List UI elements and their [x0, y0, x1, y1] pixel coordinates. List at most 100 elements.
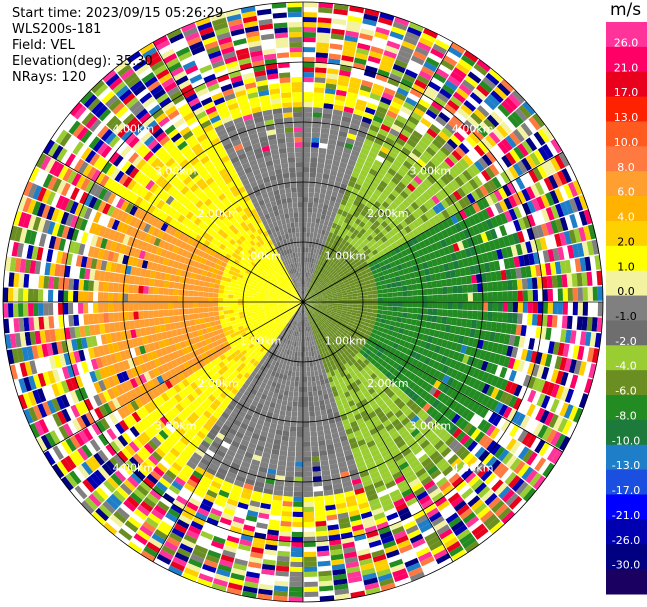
velocity-gate: [297, 406, 303, 412]
velocity-gate: [277, 550, 290, 557]
velocity-gate: [508, 93, 522, 108]
velocity-gate: [325, 270, 330, 276]
velocity-gate: [363, 193, 371, 202]
velocity-gate: [346, 289, 352, 293]
velocity-gate: [366, 227, 374, 235]
velocity-gate: [522, 302, 528, 313]
velocity-gate: [557, 342, 565, 357]
velocity-gate: [467, 215, 477, 227]
velocity-gate: [292, 516, 303, 522]
velocity-gate: [352, 248, 359, 255]
velocity-gate: [303, 391, 308, 397]
velocity-gate: [507, 195, 518, 208]
velocity-gate: [393, 141, 404, 151]
velocity-gate: [303, 132, 312, 138]
velocity-gate: [398, 351, 406, 360]
velocity-gate: [362, 205, 371, 213]
velocity-gate: [387, 167, 397, 177]
velocity-gate: [479, 80, 493, 94]
velocity-gate: [475, 273, 482, 283]
velocity-gate: [361, 79, 374, 88]
velocity-gate: [342, 308, 348, 312]
velocity-gate: [472, 292, 478, 302]
velocity-gate: [440, 174, 451, 185]
velocity-gate: [310, 307, 316, 312]
velocity-gate: [378, 128, 389, 137]
velocity-gate: [371, 286, 378, 291]
velocity-gate: [387, 292, 393, 298]
velocity-gate: [354, 269, 361, 275]
velocity-gate: [452, 442, 463, 454]
velocity-gate: [307, 303, 313, 307]
velocity-gate: [309, 283, 313, 289]
velocity-gate: [373, 325, 380, 331]
velocity-gate: [313, 192, 320, 199]
velocity-gate: [326, 272, 332, 278]
velocity-gate: [303, 47, 316, 53]
velocity-gate: [428, 329, 436, 337]
velocity-gate: [459, 158, 470, 170]
velocity-gate: [303, 117, 312, 123]
velocity-gate: [545, 159, 557, 174]
velocity-gate: [292, 511, 303, 517]
velocity-gate: [332, 306, 338, 310]
velocity-gate: [325, 310, 332, 315]
velocity-gate: [324, 313, 330, 317]
velocity-gate: [471, 402, 481, 413]
velocity-gate: [422, 150, 433, 161]
velocity-gate: [306, 305, 311, 310]
velocity-gate: [550, 398, 560, 413]
velocity-gate: [445, 340, 453, 350]
velocity-gate: [373, 176, 382, 185]
velocity-gate: [312, 296, 318, 299]
velocity-gate: [298, 336, 302, 342]
velocity-gate: [335, 176, 343, 183]
velocity-gate: [330, 124, 340, 131]
velocity-gate: [353, 355, 360, 362]
velocity-gate: [502, 235, 511, 247]
velocity-gate: [374, 334, 381, 341]
velocity-gate: [337, 307, 343, 311]
velocity-gate: [330, 322, 336, 328]
velocity-gate: [307, 298, 313, 301]
velocity-gate: [413, 175, 423, 185]
velocity-gate: [378, 167, 387, 176]
velocity-gate: [367, 208, 375, 217]
velocity-gate: [547, 248, 555, 262]
velocity-gate: [597, 286, 603, 301]
velocity-gate: [387, 302, 394, 307]
velocity-gate: [310, 252, 314, 258]
velocity-gate: [303, 22, 317, 28]
velocity-gate: [457, 107, 470, 120]
velocity-gate: [398, 133, 409, 143]
velocity-gate: [396, 87, 409, 97]
velocity-gate: [442, 302, 448, 309]
velocity-gate: [508, 382, 518, 395]
velocity-gate: [324, 264, 330, 270]
velocity-gate: [392, 292, 398, 297]
velocity-gate: [388, 325, 395, 331]
velocity-gate: [453, 402, 463, 414]
velocity-gate: [403, 233, 411, 242]
velocity-gate: [548, 174, 559, 190]
velocity-gate: [305, 351, 309, 357]
velocity-gate: [510, 346, 519, 359]
velocity-gate: [299, 371, 303, 377]
velocity-gate: [347, 322, 354, 327]
velocity-gate: [428, 104, 441, 116]
velocity-gate: [362, 302, 368, 306]
velocity-gate: [409, 165, 420, 176]
velocity-gate: [326, 291, 332, 295]
velocity-gate: [326, 210, 332, 217]
velocity-gate: [323, 251, 328, 258]
velocity-gate: [291, 406, 298, 412]
velocity-gate: [315, 238, 320, 244]
velocity-gate: [341, 288, 347, 292]
velocity-gate: [312, 263, 316, 269]
velocity-gate: [337, 255, 343, 261]
velocity-gate: [338, 243, 344, 250]
velocity-gate: [462, 336, 470, 346]
velocity-gate: [497, 302, 503, 312]
velocity-gate: [407, 296, 413, 302]
velocity-gate: [347, 159, 357, 167]
